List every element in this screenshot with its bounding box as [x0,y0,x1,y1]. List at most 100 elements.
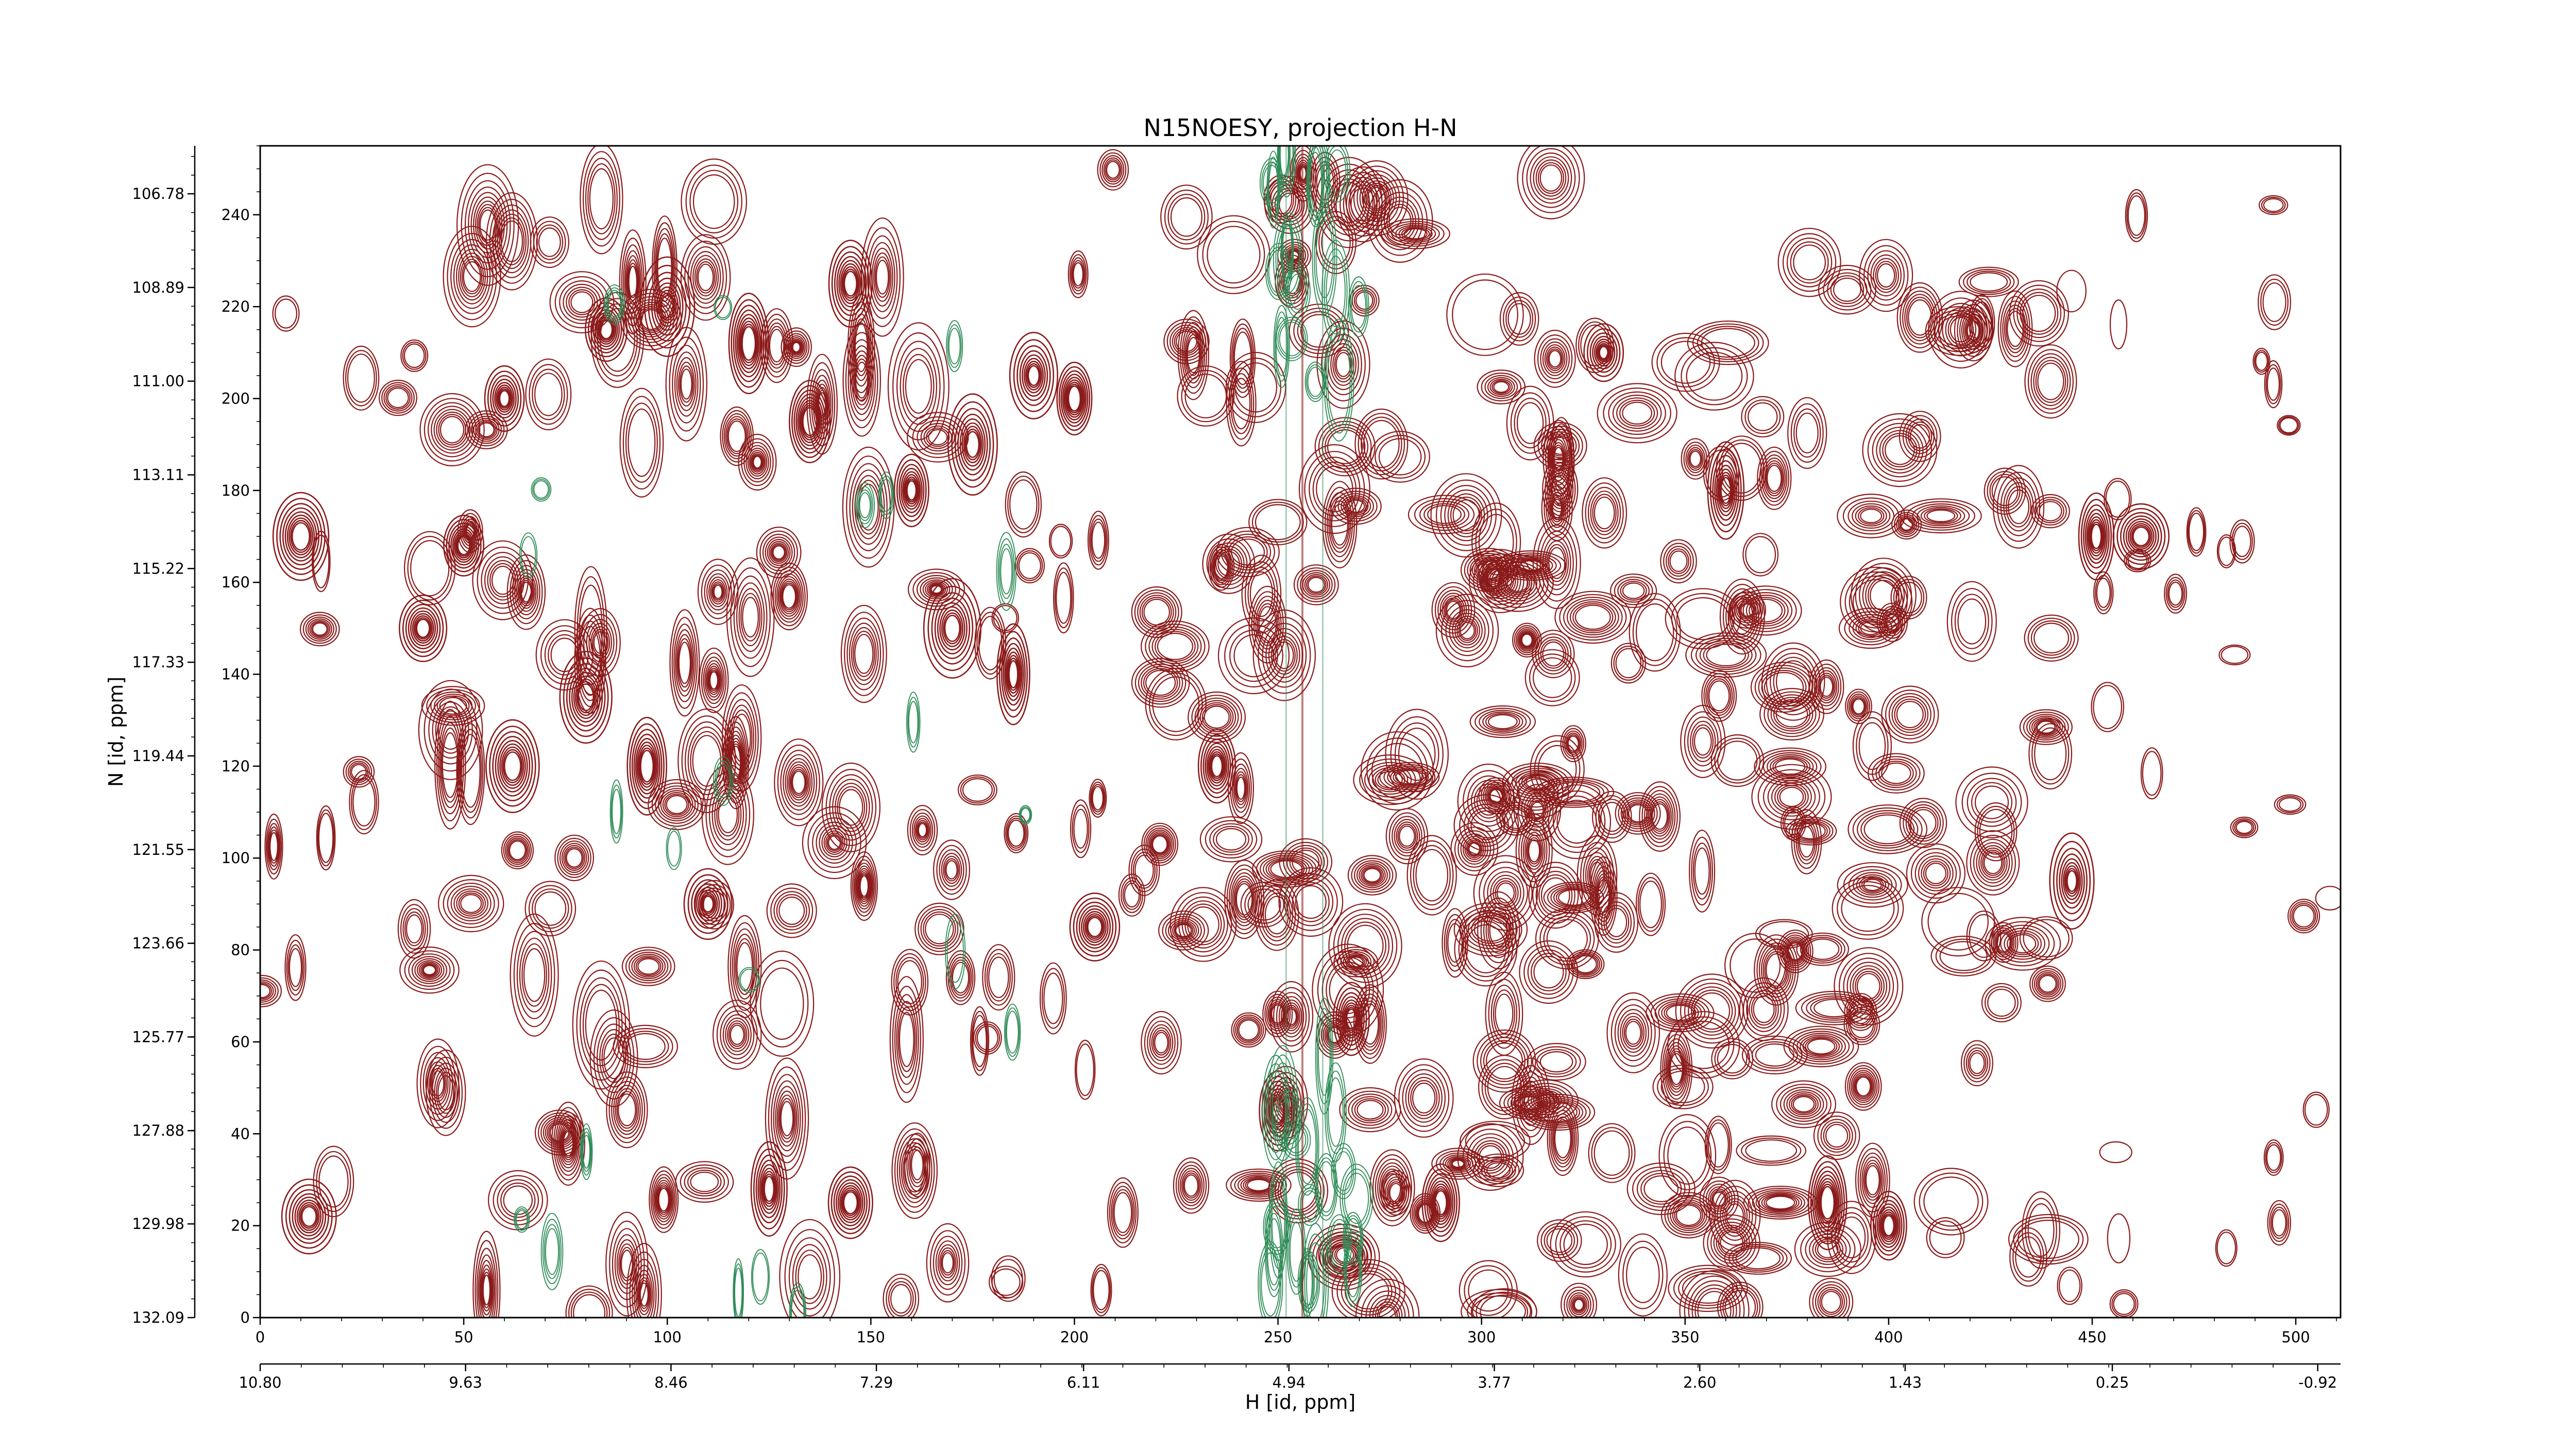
contour-ring [1708,680,1730,712]
contour-ring [1899,411,1941,462]
contour-ring [1419,501,1470,528]
contour-ring [2033,357,2069,407]
contour-ring [842,1189,859,1216]
contour-ring [1362,867,1382,884]
contour-ring [2008,489,2030,525]
contour-ring [1552,1113,1574,1164]
contour-ring [1480,559,1507,596]
contour-ring [778,896,805,925]
contour-ring [1894,698,1926,731]
contour-ring [1566,1290,1591,1318]
contour-ring [1465,1124,1525,1159]
contour-ring [1683,442,1708,476]
contour-ring [1410,840,1454,911]
contour-ring [753,456,762,469]
contour-ring [1644,789,1676,844]
contour-ring [1351,284,1366,329]
contour-ring [900,467,923,513]
contour-ring [426,1049,466,1136]
contour-ring [954,408,991,481]
contour-ring [2003,482,2034,532]
contour-ring [771,544,786,561]
contour-ring [984,949,1013,1006]
contour-ring [1906,501,1975,531]
contour-ring [1255,504,1301,541]
contour-ring [2000,296,2030,362]
contour-ring [543,1219,562,1285]
contour-ring [1961,772,2022,832]
contour-ring [1380,1168,1404,1207]
contour-ring [1093,1270,1110,1310]
contour-ring [973,1021,1002,1055]
contour-ring [1837,493,1906,538]
contour-ring [742,597,759,638]
contour-ring [638,1277,651,1312]
contour-ring [1450,822,1499,876]
contour-ring [498,388,511,409]
contour-ring [1016,550,1043,581]
contour-ring [1454,615,1480,646]
contour-ring [1449,609,1486,652]
contour-ring [752,1252,769,1302]
contour-ring [1598,344,1609,361]
contour-ring [1335,352,1351,377]
contour-ring [1793,244,1826,280]
contour-ring [1347,855,1397,896]
contour-ring [1623,1018,1643,1047]
contour-ring [1844,993,1877,1031]
contour-ring [702,896,714,913]
contour-ring [2065,868,2078,895]
contour-ring [1317,1161,1335,1213]
contour-ring [301,1206,317,1227]
contour-ring [1566,734,1580,753]
contour-ring [739,969,759,991]
contour-ring [1667,1197,1710,1234]
contour-ring [299,1204,318,1229]
contour-ring [1148,672,1203,736]
contour-ring [687,1169,722,1194]
contour-ring [2006,486,2032,528]
contour-ring [710,579,726,605]
contour-ring [1391,223,1440,245]
contour-ring [1399,825,1415,847]
contour-ring [1770,697,1814,732]
contour-ring [874,256,890,298]
contour-ring [756,526,802,579]
contour-ring [2030,620,2072,656]
contour-ring [505,835,530,865]
contour-ring [753,1148,785,1230]
contour-ring [317,809,335,867]
contour-ring [1689,830,1716,913]
contour-ring [1458,830,1492,868]
contour-ring [1151,835,1168,854]
contour-ring [940,1250,955,1276]
contour-ring [598,318,614,341]
contour-ring [1685,444,1706,474]
contour-ring [996,623,1030,726]
contour-ring [1260,888,1294,941]
contour-ring [791,341,802,353]
contour-ring [821,828,848,857]
contour-ring [972,1015,987,1068]
contour-ring [1486,568,1501,587]
contour-ring [1330,343,1357,386]
contour-ring [1149,833,1170,856]
contour-ring [1691,836,1714,906]
contour-ring [982,944,1015,1011]
contour-ring [1109,1182,1137,1243]
contour-ring [1921,858,1951,889]
contour-ring [690,1171,719,1192]
contour-ring [1539,779,1609,806]
contour-ring [628,296,675,343]
contour-ring [1004,647,1023,701]
contour-ring [1923,861,1948,886]
contour-ring [1687,716,1719,767]
contour-ring [1629,593,1681,672]
contour-ring [651,277,684,336]
y-ppm-tick-label: 119.44 [132,747,184,765]
contour-ring [853,318,869,377]
contour-ring [697,263,714,292]
contour-ring [1791,1094,1817,1114]
contour-ring [779,1219,841,1318]
